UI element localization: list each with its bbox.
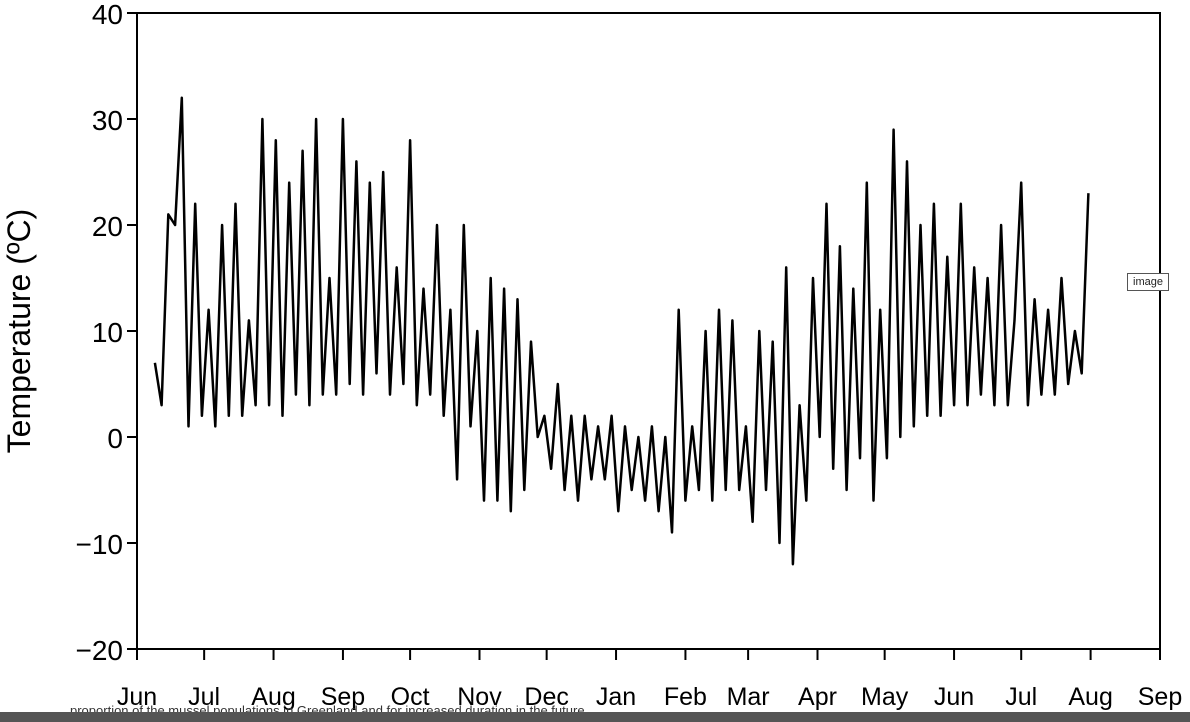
y-tick-label: 20 <box>92 211 123 242</box>
x-tick-label: Jan <box>596 683 636 711</box>
plot-frame <box>136 12 1161 650</box>
x-tick-label: Apr <box>798 683 837 711</box>
y-tick-label: 10 <box>92 317 123 348</box>
x-tick-label: Aug <box>251 683 295 711</box>
y-tick-label: 30 <box>92 105 123 136</box>
x-tick-label: Jul <box>188 683 220 711</box>
y-tick-label: −10 <box>76 529 124 560</box>
x-tick-label: Sep <box>1138 683 1182 711</box>
tooltip: image <box>1127 273 1169 291</box>
x-tick-label: Jul <box>1005 683 1037 711</box>
x-tick-label: Nov <box>457 683 502 711</box>
x-tick-label: Jun <box>117 683 157 711</box>
y-tick-label: 40 <box>92 0 123 30</box>
x-tick-label: Aug <box>1068 683 1112 711</box>
status-bar <box>0 712 1190 722</box>
x-tick-label: Jun <box>934 683 974 711</box>
x-tick-label: Sep <box>321 683 365 711</box>
temperature-line <box>153 96 1090 566</box>
y-axis-label: Temperature (ºC) <box>1 209 37 454</box>
y-tick-label: −20 <box>76 635 124 666</box>
x-tick-label: Oct <box>391 683 430 711</box>
y-tick-label: 0 <box>107 423 123 454</box>
x-tick-label: Feb <box>664 683 707 711</box>
x-tick-label: Dec <box>524 683 568 711</box>
x-tick-label: May <box>861 683 909 711</box>
x-tick-label: Mar <box>727 683 770 711</box>
